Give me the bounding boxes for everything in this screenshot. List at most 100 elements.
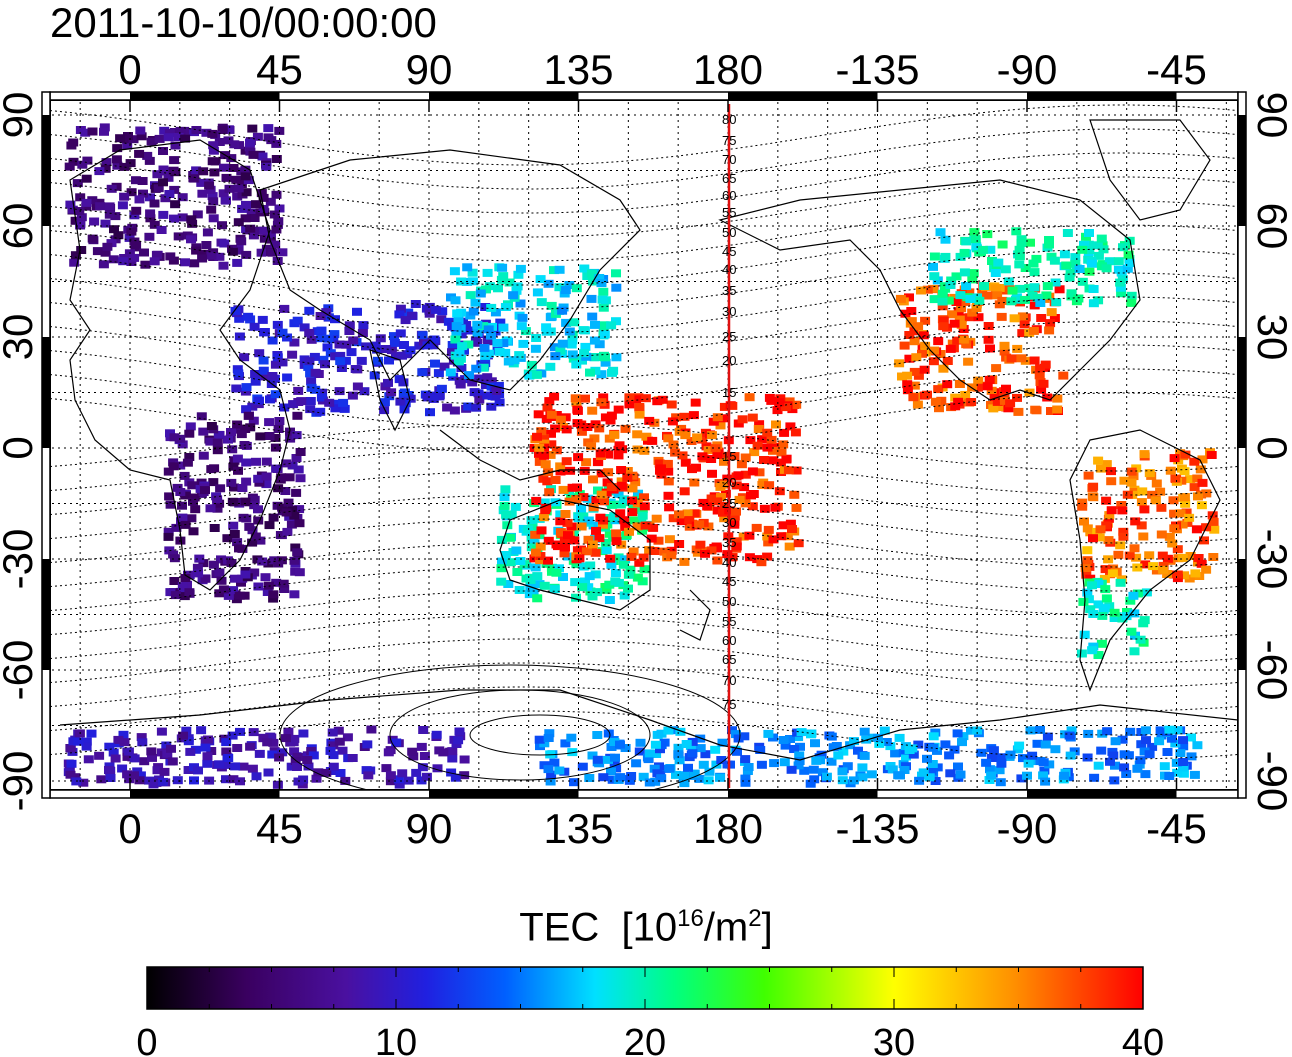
tec-cell — [356, 356, 367, 365]
tec-cell — [790, 428, 801, 437]
tec-cell — [104, 742, 115, 751]
tec-cell — [539, 581, 550, 590]
tec-cell — [703, 446, 714, 455]
tec-cell — [541, 414, 552, 423]
tec-cell — [316, 326, 327, 335]
tec-cell — [259, 328, 270, 336]
tec-cell — [785, 519, 796, 528]
tec-cell — [163, 133, 174, 142]
tec-cell — [563, 531, 573, 540]
tec-cell — [598, 303, 609, 312]
tec-cell — [965, 295, 976, 303]
tec-cell — [390, 352, 401, 361]
tec-cell — [917, 349, 927, 358]
tec-cell — [922, 390, 932, 399]
tec-cell — [795, 742, 805, 751]
tec-cell — [247, 124, 258, 133]
tec-cell — [951, 298, 962, 306]
tec-cell — [268, 513, 279, 522]
tec-cell — [113, 231, 124, 240]
tec-cell — [551, 568, 562, 577]
tec-cell — [291, 431, 302, 440]
colorbar-unit-exponent: 16 — [677, 905, 704, 932]
tec-cell — [442, 403, 453, 412]
tec-cell — [230, 306, 241, 315]
tec-cell — [500, 485, 511, 494]
tec-cell — [673, 743, 684, 752]
tec-cell — [973, 313, 984, 322]
tec-cell — [793, 761, 804, 770]
mlat-label: 65 — [722, 652, 736, 667]
tec-cell — [937, 302, 948, 311]
tec-cell — [1155, 726, 1166, 735]
tec-cell — [961, 237, 972, 246]
tec-cell — [509, 356, 520, 365]
tec-cell — [938, 364, 949, 373]
tec-cell — [762, 428, 773, 437]
tec-cell — [222, 534, 233, 543]
tec-cell — [216, 576, 227, 585]
tec-cell — [395, 304, 406, 313]
coastline-africa-europe — [69, 139, 291, 591]
tec-cell — [496, 275, 507, 284]
tec-cell — [666, 400, 677, 409]
tec-cell — [316, 334, 327, 343]
tec-cell — [261, 457, 272, 466]
tec-cell — [493, 284, 503, 293]
tec-cell — [764, 481, 775, 490]
tec-cell — [731, 730, 741, 739]
tec-cell — [953, 397, 964, 406]
tec-cell — [637, 526, 648, 535]
tec-cell — [731, 542, 742, 551]
tec-cell — [197, 189, 208, 198]
tec-cell — [746, 491, 756, 500]
axis-bar-segment — [42, 115, 50, 226]
tec-cell — [172, 483, 183, 492]
tec-cell — [1082, 524, 1093, 533]
tec-cell — [1095, 525, 1106, 534]
tec-cell — [524, 590, 535, 599]
tec-cell — [206, 422, 217, 430]
tec-cell — [514, 586, 525, 594]
tec-cell — [229, 483, 239, 492]
tec-cell — [1049, 314, 1060, 322]
tec-cell — [245, 224, 256, 233]
axis-bar-segment — [130, 92, 280, 100]
tec-cell — [550, 476, 561, 484]
tec-cell — [284, 473, 295, 482]
tec-cell — [1041, 291, 1052, 300]
tec-cell — [902, 386, 913, 395]
tec-cell — [615, 500, 626, 509]
tec-cell — [958, 325, 969, 333]
tec-cell — [1102, 727, 1113, 736]
tec-cell — [200, 486, 210, 495]
tec-cell — [198, 249, 209, 258]
tec-cell — [592, 731, 603, 739]
tec-cell — [1157, 551, 1168, 560]
tec-cell — [638, 553, 649, 562]
tec-cell — [328, 335, 339, 344]
tec-cell — [549, 585, 560, 594]
tec-cell — [885, 742, 896, 751]
tec-cell — [619, 591, 630, 600]
tec-cell — [535, 556, 546, 565]
tec-cell — [928, 284, 938, 293]
tec-cell — [69, 258, 80, 267]
tec-cell — [616, 477, 627, 486]
tec-cell — [1029, 356, 1040, 365]
tec-cell — [236, 180, 247, 189]
tec-cell — [629, 516, 640, 525]
tec-cell — [451, 322, 462, 331]
tec-cell — [346, 348, 357, 357]
tec-cell — [214, 252, 225, 261]
tec-cell — [212, 446, 223, 455]
tec-cell — [639, 493, 649, 502]
tec-cell — [611, 537, 622, 546]
tec-cell — [1058, 371, 1069, 380]
axis-bar-segment — [728, 92, 878, 100]
tec-cell — [268, 590, 279, 599]
tec-cell — [920, 316, 931, 325]
coastline-north-america — [718, 179, 1141, 401]
tec-cell — [986, 771, 997, 780]
tec-cell — [449, 267, 460, 276]
